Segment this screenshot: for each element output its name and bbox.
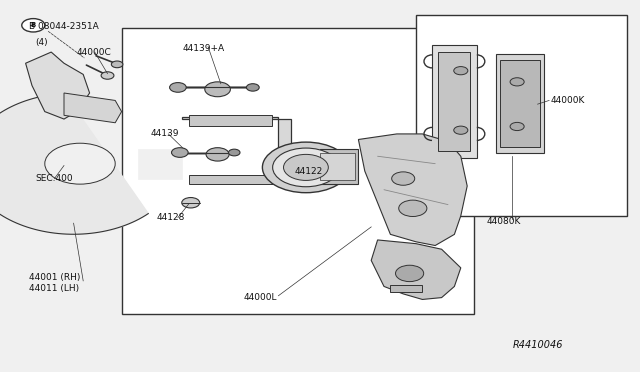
Circle shape <box>284 154 328 180</box>
Circle shape <box>228 149 240 156</box>
Polygon shape <box>390 285 422 292</box>
Circle shape <box>246 84 259 91</box>
Circle shape <box>454 67 468 75</box>
Text: 44000C: 44000C <box>77 48 111 57</box>
Text: (4): (4) <box>35 38 48 47</box>
Polygon shape <box>432 45 477 158</box>
Text: 44122: 44122 <box>294 167 323 176</box>
Circle shape <box>45 143 115 184</box>
Circle shape <box>101 72 114 79</box>
Text: 44080K: 44080K <box>486 217 521 226</box>
Polygon shape <box>438 52 470 151</box>
Circle shape <box>170 83 186 92</box>
Text: 44000L: 44000L <box>243 293 276 302</box>
Text: B: B <box>31 22 36 28</box>
Text: B 08044-2351A: B 08044-2351A <box>29 22 99 31</box>
Text: 44011 (LH): 44011 (LH) <box>29 284 79 293</box>
Circle shape <box>510 78 524 86</box>
Text: 44000K: 44000K <box>550 96 585 105</box>
Polygon shape <box>26 52 90 119</box>
Circle shape <box>454 126 468 134</box>
Circle shape <box>111 61 123 68</box>
Polygon shape <box>320 153 355 180</box>
Circle shape <box>172 148 188 157</box>
Polygon shape <box>64 93 122 123</box>
Circle shape <box>22 19 45 32</box>
Polygon shape <box>0 93 148 234</box>
Text: R4410046: R4410046 <box>513 340 563 350</box>
Polygon shape <box>500 60 540 147</box>
Circle shape <box>273 148 339 187</box>
Circle shape <box>182 198 200 208</box>
Text: 44001 (RH): 44001 (RH) <box>29 273 80 282</box>
Text: 44128: 44128 <box>157 213 185 222</box>
Text: SEC.400: SEC.400 <box>35 174 73 183</box>
Circle shape <box>205 82 230 97</box>
Polygon shape <box>358 134 467 246</box>
Polygon shape <box>320 149 358 184</box>
Polygon shape <box>138 149 182 179</box>
Bar <box>122 28 474 314</box>
Circle shape <box>396 265 424 282</box>
Polygon shape <box>189 115 272 126</box>
Polygon shape <box>496 54 544 153</box>
Polygon shape <box>182 117 291 186</box>
Bar <box>416 15 627 216</box>
Polygon shape <box>371 240 461 299</box>
Polygon shape <box>189 175 288 184</box>
Text: 44139: 44139 <box>150 129 179 138</box>
Circle shape <box>392 172 415 185</box>
Circle shape <box>510 122 524 131</box>
Circle shape <box>206 148 229 161</box>
Circle shape <box>399 200 427 217</box>
Circle shape <box>262 142 349 193</box>
Text: 44139+A: 44139+A <box>182 44 225 53</box>
